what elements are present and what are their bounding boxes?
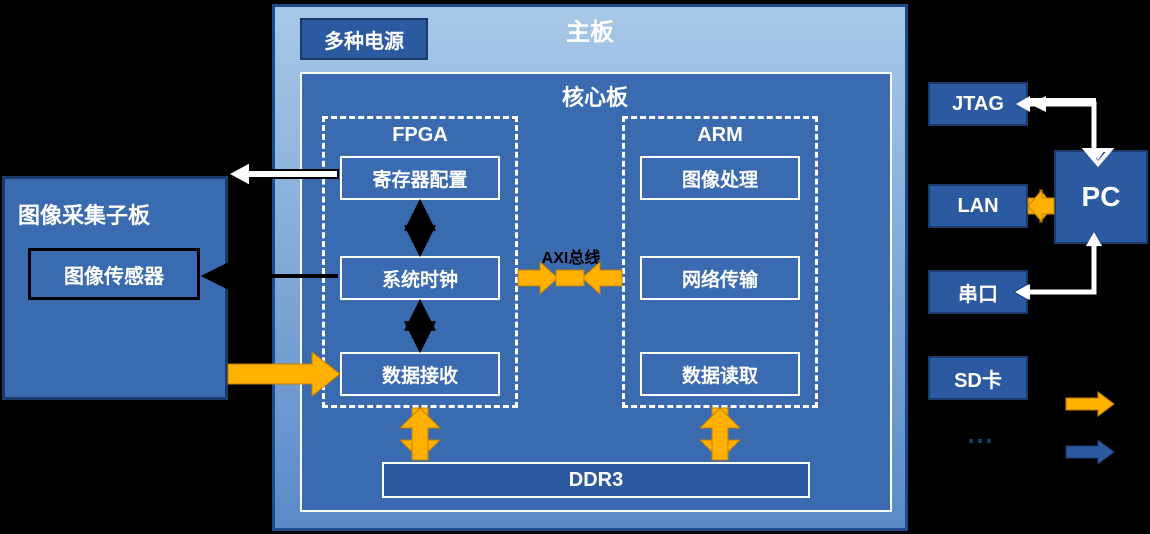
- arm-block-0-label: 图像处理: [682, 165, 758, 192]
- fpga-block-2-label: 数据接收: [382, 361, 458, 388]
- pc-label: PC: [1082, 181, 1121, 213]
- fpga-block-0: 寄存器配置: [340, 156, 500, 200]
- mainboard-title: 主板: [540, 12, 640, 47]
- right-block-2: 串口: [928, 270, 1028, 314]
- power-block: 多种电源: [300, 18, 428, 60]
- fpga-block-2: 数据接收: [340, 352, 500, 396]
- arm-title: ARM: [622, 124, 818, 147]
- arm-block-1-label: 网络传输: [682, 265, 758, 292]
- ddr3-block: DDR3: [382, 462, 810, 498]
- sensor-label: 图像传感器: [64, 260, 164, 289]
- right-block-0-label: JTAG: [952, 93, 1004, 116]
- right-block-3-label: SD卡: [954, 364, 1002, 393]
- fpga-block-1-label: 系统时钟: [382, 265, 458, 292]
- fpga-block-0-label: 寄存器配置: [372, 165, 467, 192]
- right-block-1-label: LAN: [957, 195, 998, 218]
- right-block-0: JTAG: [928, 82, 1028, 126]
- arm-block-0: 图像处理: [640, 156, 800, 200]
- axi-label: AXI总线: [522, 244, 620, 268]
- right-block-3: SD卡: [928, 356, 1028, 400]
- fpga-block-1: 系统时钟: [340, 256, 500, 300]
- arm-block-2-label: 数据读取: [682, 361, 758, 388]
- core-title: 核心板: [520, 80, 670, 112]
- right-block-2-label: 串口: [958, 278, 998, 307]
- sensor-block: 图像传感器: [28, 248, 200, 300]
- ellipsis: …: [960, 418, 1000, 450]
- pc-block: PC: [1054, 150, 1148, 244]
- capture-title: 图像采集子板: [18, 198, 212, 230]
- fpga-title: FPGA: [322, 124, 518, 147]
- ddr3-label: DDR3: [569, 469, 623, 492]
- arm-block-1: 网络传输: [640, 256, 800, 300]
- arm-block-2: 数据读取: [640, 352, 800, 396]
- power-label: 多种电源: [324, 25, 404, 54]
- right-block-1: LAN: [928, 184, 1028, 228]
